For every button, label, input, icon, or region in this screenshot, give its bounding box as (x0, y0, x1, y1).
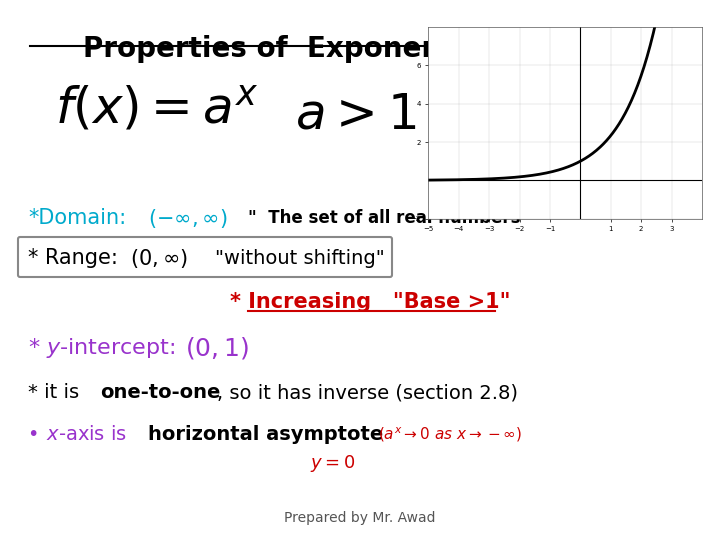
FancyBboxPatch shape (18, 237, 392, 277)
Text: horizontal asymptote: horizontal asymptote (148, 426, 383, 444)
Text: $\left(a^{x}\rightarrow0\ as\ x\rightarrow-\infty\right)$: $\left(a^{x}\rightarrow0\ as\ x\rightarr… (378, 426, 522, 444)
Text: $f\left(x\right)=a^{x}$: $f\left(x\right)=a^{x}$ (55, 85, 258, 135)
Text: $\left(0,\infty\right)$: $\left(0,\infty\right)$ (130, 246, 188, 269)
Text: $\left(0,1\right)$: $\left(0,1\right)$ (185, 335, 249, 361)
Text: $x$-axis is: $x$-axis is (46, 426, 128, 444)
Text: "without shifting": "without shifting" (215, 248, 384, 267)
Text: * Range:: * Range: (28, 248, 118, 268)
Text: Prepared by Mr. Awad: Prepared by Mr. Awad (284, 511, 436, 525)
Text: * it is: * it is (28, 383, 86, 402)
Text: $y=0$: $y=0$ (310, 453, 355, 474)
Text: , so it has inverse (section 2.8): , so it has inverse (section 2.8) (217, 383, 518, 402)
Text: * Increasing   "Base >1": * Increasing "Base >1" (230, 292, 510, 312)
Text: •: • (28, 426, 52, 444)
Text: $\left(-\infty,\infty\right)$: $\left(-\infty,\infty\right)$ (148, 206, 228, 230)
Text: $a>1$: $a>1$ (295, 90, 416, 139)
Text: * $y$-intercept:: * $y$-intercept: (28, 336, 175, 360)
Text: one-to-one: one-to-one (100, 383, 220, 402)
Text: "  The set of all real numbers  ": " The set of all real numbers " (248, 209, 541, 227)
Text: *Domain:: *Domain: (28, 208, 126, 228)
Text: Properties of  Exponential Function: Properties of Exponential Function (83, 35, 637, 63)
